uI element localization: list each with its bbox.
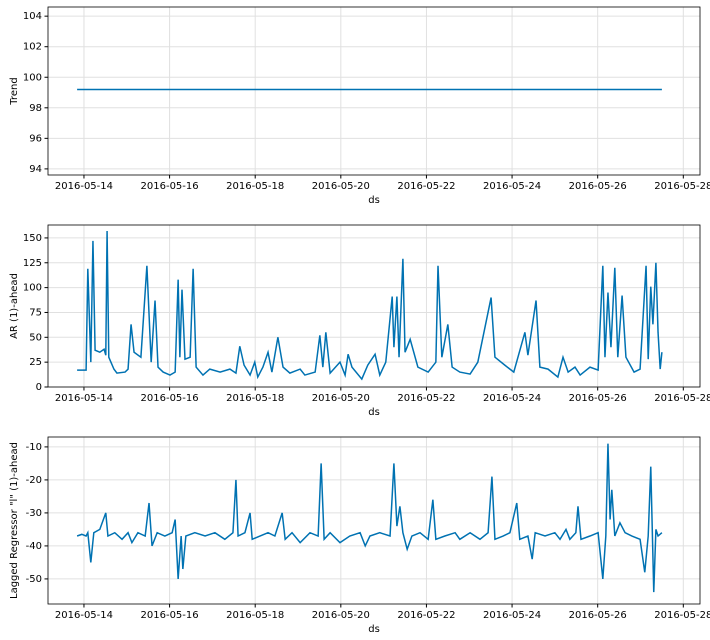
y-tick-label: 0 <box>36 382 42 393</box>
data-line <box>76 443 663 593</box>
x-tick-label: 2016-05-18 <box>226 610 284 621</box>
x-axis-label: ds <box>368 407 380 418</box>
y-axis-label: Lagged Regressor "l" (1)-ahead <box>9 442 20 599</box>
x-tick-label: 2016-05-28 <box>654 610 710 621</box>
y-tick-label: -40 <box>26 541 42 552</box>
x-axis-label: ds <box>368 624 380 635</box>
x-tick-label: 2016-05-16 <box>141 393 199 404</box>
axes-frame <box>47 6 701 176</box>
y-tick-label: 125 <box>23 258 42 269</box>
y-tick-label: 150 <box>23 233 42 244</box>
y-tick-label: 100 <box>23 72 42 83</box>
y-tick-label: 96 <box>29 133 42 144</box>
x-tick-label: 2016-05-24 <box>483 610 541 621</box>
x-tick-label: 2016-05-26 <box>569 610 627 621</box>
x-tick-label: 2016-05-14 <box>55 181 113 192</box>
x-tick-label: 2016-05-22 <box>397 393 455 404</box>
x-tick-label: 2016-05-16 <box>141 610 199 621</box>
y-tick-label: -20 <box>26 475 42 486</box>
axes-frame <box>47 224 701 388</box>
x-tick-label: 2016-05-28 <box>654 393 710 404</box>
y-axis-label: AR (1)-ahead <box>9 273 20 339</box>
x-tick-label: 2016-05-18 <box>226 393 284 404</box>
y-tick-label: 25 <box>29 357 42 368</box>
y-tick-label: 75 <box>29 307 42 318</box>
x-tick-label: 2016-05-20 <box>312 181 370 192</box>
y-axis-label: Trend <box>9 77 20 105</box>
x-tick-label: 2016-05-28 <box>654 181 710 192</box>
x-tick-label: 2016-05-14 <box>55 610 113 621</box>
y-tick-label: -30 <box>26 508 42 519</box>
y-tick-label: 98 <box>29 103 42 114</box>
x-tick-label: 2016-05-20 <box>312 610 370 621</box>
y-tick-label: 94 <box>29 164 42 175</box>
y-tick-label: 102 <box>23 42 42 53</box>
x-tick-label: 2016-05-16 <box>141 181 199 192</box>
y-tick-label: 50 <box>29 332 42 343</box>
x-tick-label: 2016-05-14 <box>55 393 113 404</box>
x-tick-label: 2016-05-18 <box>226 181 284 192</box>
y-tick-label: 100 <box>23 283 42 294</box>
x-axis-label: ds <box>368 195 380 206</box>
y-tick-label: 104 <box>23 11 42 22</box>
axes-frame <box>47 436 701 605</box>
data-line <box>77 230 663 381</box>
x-tick-label: 2016-05-24 <box>483 393 541 404</box>
x-tick-label: 2016-05-22 <box>397 181 455 192</box>
y-tick-label: -10 <box>26 442 42 453</box>
x-tick-label: 2016-05-26 <box>569 181 627 192</box>
x-tick-label: 2016-05-22 <box>397 610 455 621</box>
x-tick-label: 2016-05-24 <box>483 181 541 192</box>
y-tick-label: -50 <box>26 574 42 585</box>
x-tick-label: 2016-05-20 <box>312 393 370 404</box>
x-tick-label: 2016-05-26 <box>569 393 627 404</box>
